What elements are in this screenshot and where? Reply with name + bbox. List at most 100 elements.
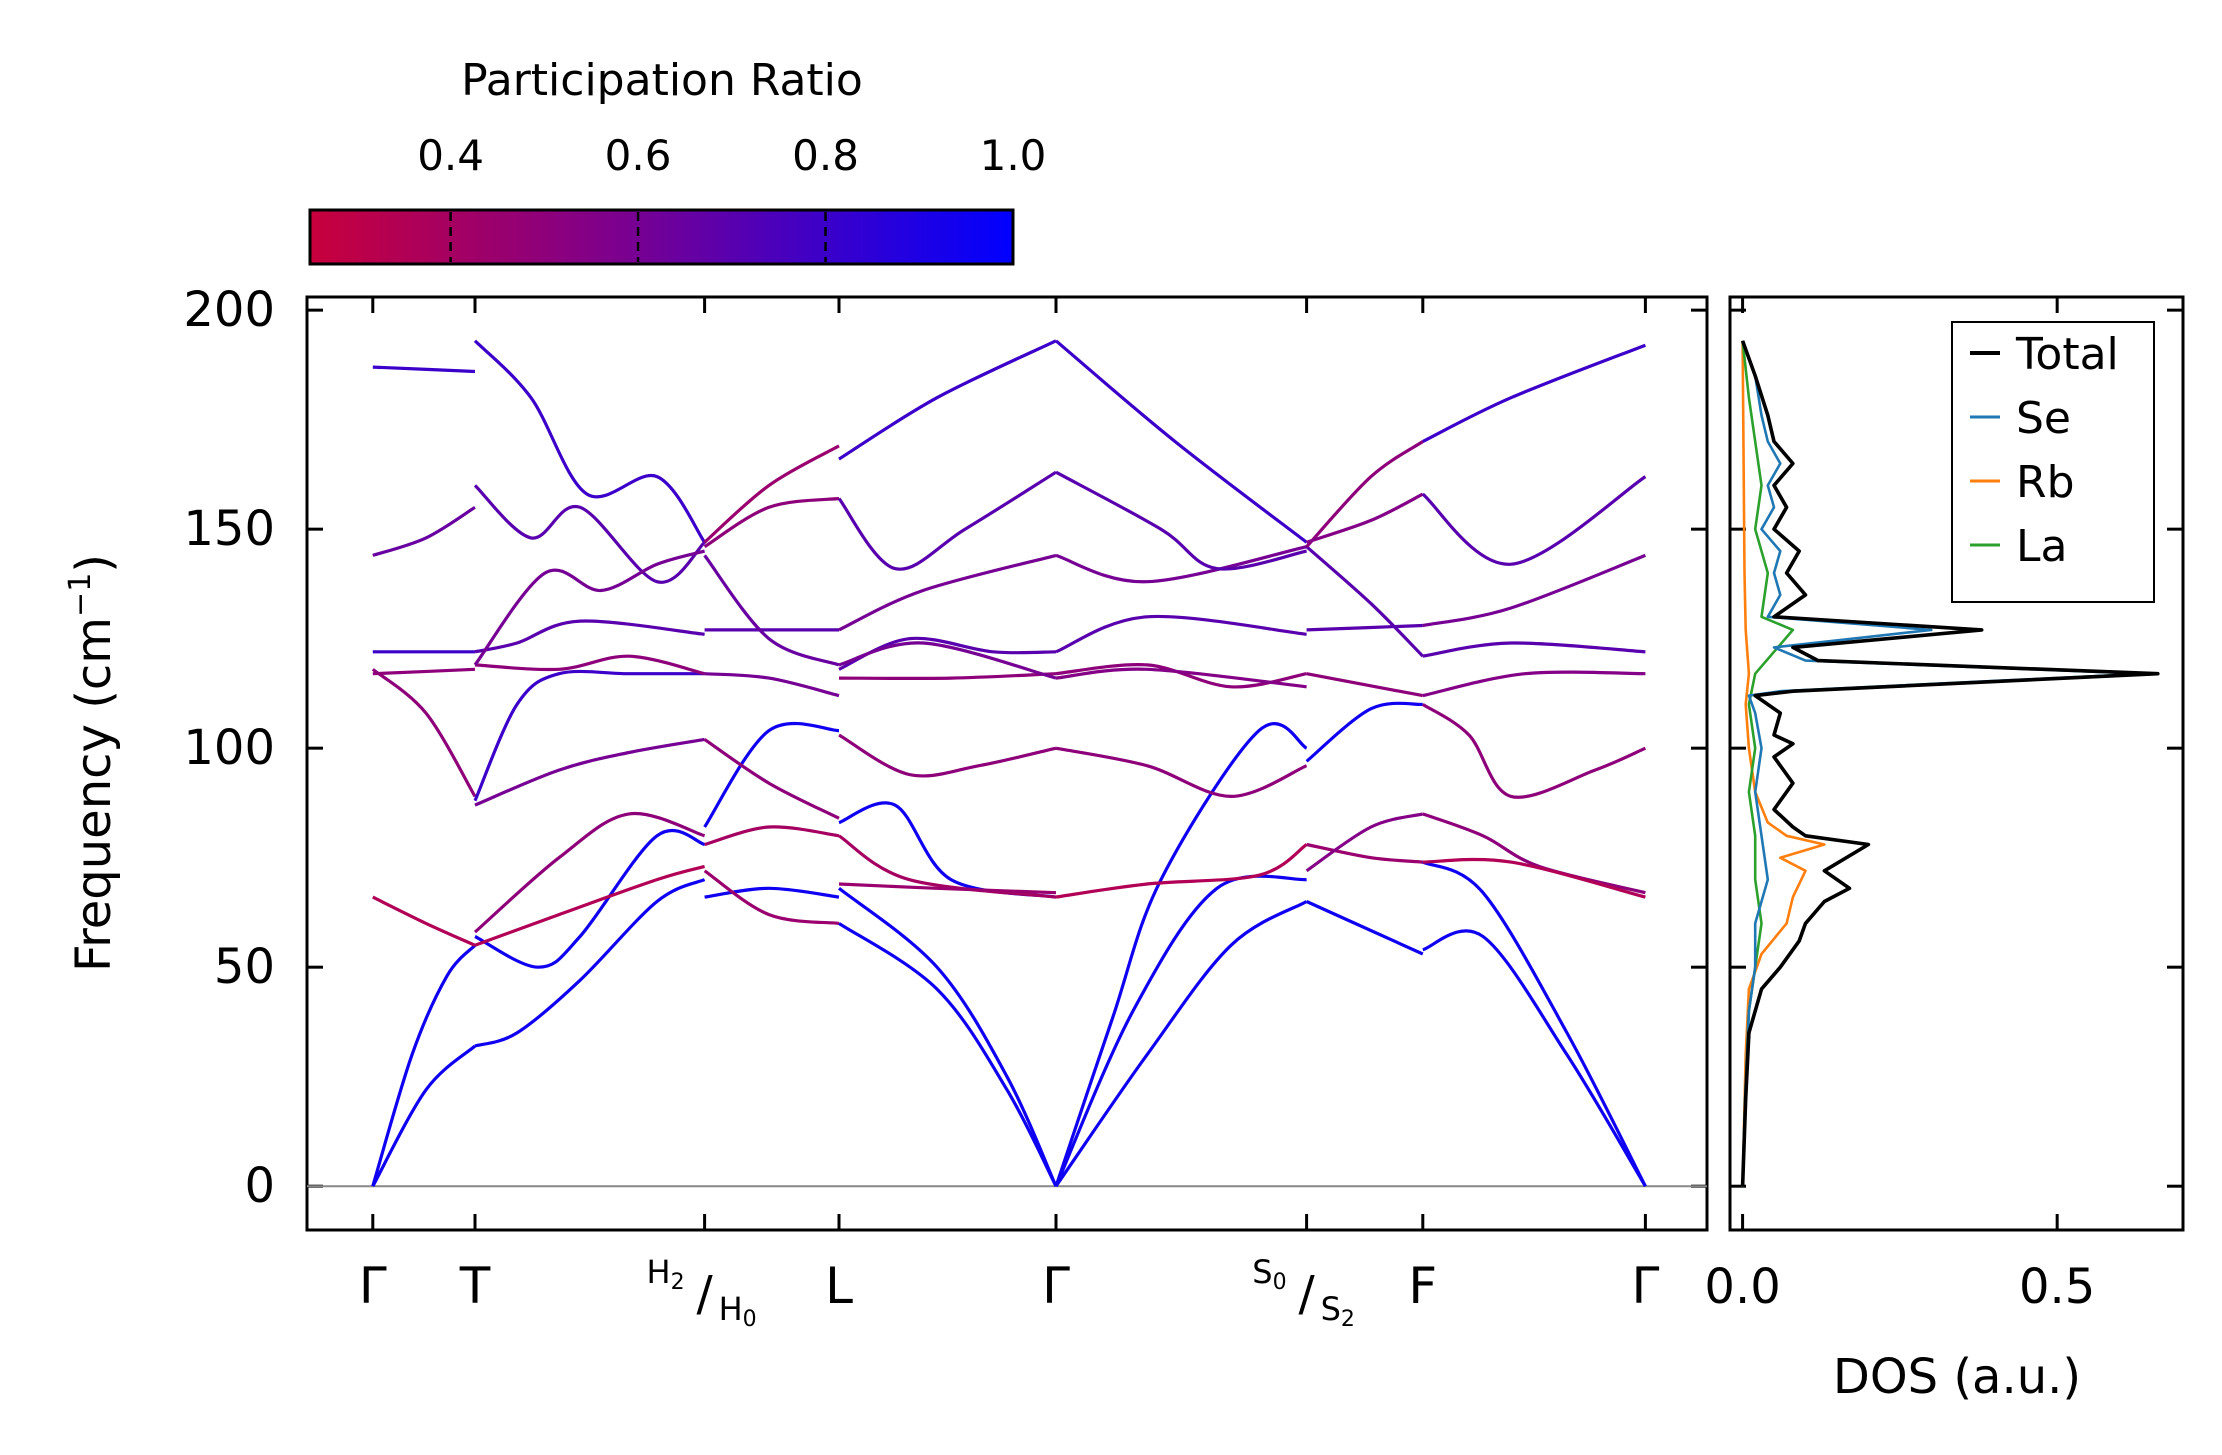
phonon-band (704, 672, 840, 698)
phonon-band (372, 505, 476, 557)
colorbar-tick-label: 0.6 (605, 131, 672, 180)
phonon-band (1422, 929, 1647, 1188)
kpoint-label: Γ (359, 1257, 387, 1315)
y-tick-label: 0 (244, 1158, 275, 1214)
y-tick-label: 50 (214, 939, 275, 995)
phonon-band (473, 811, 706, 934)
legend-label-se: Se (2016, 393, 2071, 444)
phonon-band (372, 365, 476, 374)
kpoint-label-top-sub: 0 (1273, 1270, 1287, 1295)
phonon-band (1422, 670, 1646, 698)
phonon-band (474, 878, 706, 1048)
phonon-band (1054, 874, 1307, 1187)
phonon-band (1305, 701, 1423, 763)
kpoint-label-top: S0 (1252, 1253, 1286, 1295)
kpoint-label-bottom: S2 (1321, 1290, 1355, 1332)
phonon-band (1305, 900, 1424, 956)
phonon-band (703, 444, 840, 544)
phonon-band (1422, 860, 1647, 1187)
phonon-band (1306, 492, 1424, 544)
kpoint-label: F (1408, 1257, 1437, 1315)
dos-x-axis-label: DOS (a.u.) (1833, 1349, 2081, 1405)
phonon-band (837, 887, 1058, 1187)
phonon-band (703, 738, 840, 820)
phonon-band (1422, 812, 1646, 895)
kpoint-split-label: H2 /H0 (647, 1253, 757, 1332)
phonon-band (838, 339, 1057, 461)
phonon-band (704, 886, 840, 899)
phonon-band (1306, 623, 1423, 632)
phonon-band (473, 669, 705, 802)
dispersion-y-axis-label: Frequency (cm−1) (63, 554, 122, 972)
phonon-band (372, 667, 476, 676)
dos-ticks: 0.0 0.5 (1704, 297, 2183, 1315)
phonon-band (838, 672, 1057, 681)
phonon-band (1306, 672, 1424, 698)
phonon-band (1422, 641, 1646, 658)
phonon-band (1422, 553, 1646, 628)
phonon-band (838, 882, 1057, 895)
legend-frame (1951, 321, 2155, 603)
phonon-band (474, 619, 705, 654)
ylabel-sup: −1 (63, 573, 98, 617)
phonon-band (473, 549, 706, 666)
colorbar-gradient (308, 208, 1015, 266)
kpoint-split-label: S0 /S2 (1252, 1253, 1355, 1332)
kpoint-label: T (459, 1257, 491, 1315)
kpoint-label: L (825, 1257, 853, 1315)
dos-curves (1740, 340, 2160, 1187)
phonon-band (1306, 842, 1423, 864)
colorbar-tick-label: 0.8 (792, 131, 859, 180)
phonon-bands (371, 339, 1647, 1188)
phonon-band (1305, 812, 1424, 873)
phonon-band (474, 654, 705, 676)
colorbar-label: Participation Ratio (461, 55, 863, 106)
phonon-band (474, 737, 705, 807)
phonon-band (1305, 440, 1424, 548)
phonon-band (1422, 857, 1646, 899)
dos-curve-total (1740, 340, 2160, 1187)
phonon-band (1055, 746, 1308, 798)
phonon-band (1055, 614, 1307, 654)
dispersion-axes-frame (305, 295, 1709, 1232)
phonon-band (1305, 545, 1424, 658)
dos-legend: Total Se Rb La (1951, 321, 2155, 603)
phonon-band (1421, 703, 1647, 799)
dos-curve-se (1741, 340, 2147, 1187)
phonon-band (473, 484, 706, 584)
legend-label-la: La (2016, 521, 2067, 572)
phonon-band (838, 641, 1057, 680)
phonon-band (704, 825, 840, 847)
dos-curve-rb (1741, 340, 1826, 1187)
colorbar-tick-label: 1.0 (980, 131, 1047, 180)
kpoint-label-top-sub: 2 (671, 1270, 685, 1295)
colorbar-ticks: 0.4 0.6 0.8 1.0 (417, 131, 1046, 262)
phonon-band (1054, 722, 1308, 1187)
kpoint-label-bottom: H0 (719, 1290, 757, 1332)
y-tick-label: 150 (183, 501, 275, 557)
phonon-band (1054, 339, 1308, 544)
colorbar-tick-label: 0.4 (417, 131, 484, 180)
kpoint-label-slash: / (697, 1266, 714, 1322)
phonon-band (703, 496, 840, 549)
phonon-band (838, 553, 1057, 632)
phonon-band (1054, 900, 1308, 1188)
legend-label-rb: Rb (2016, 457, 2075, 508)
phonon-band (838, 922, 1058, 1187)
dos-x-tick-label: 0.5 (2019, 1259, 2095, 1315)
kpoint-label-bottom-sub: 2 (1341, 1307, 1355, 1332)
phonon-band (1421, 475, 1647, 566)
phonon-band (1055, 843, 1308, 899)
phonon-band (1422, 343, 1646, 443)
phonon-band (474, 864, 706, 947)
phonon-band (1055, 470, 1307, 571)
phonon-band (703, 554, 840, 667)
kpoint-label-slash: / (1299, 1266, 1316, 1322)
kpoint-label-top: H2 (647, 1253, 685, 1295)
y-tick-label: 100 (183, 720, 275, 776)
phonon-band (1055, 667, 1307, 689)
ylabel-close: ) (66, 554, 122, 573)
